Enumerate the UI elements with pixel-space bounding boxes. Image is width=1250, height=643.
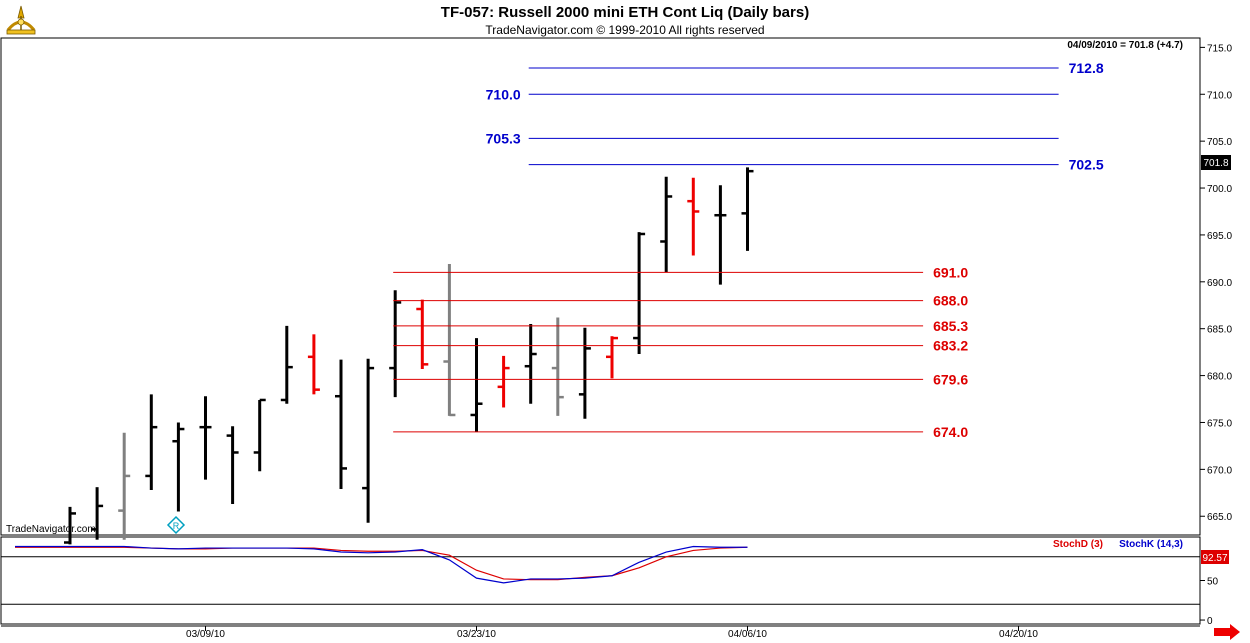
stoch-series-line <box>15 545 748 584</box>
y-tick-label: 680.0 <box>1207 372 1232 383</box>
last-price-badge <box>1201 155 1231 170</box>
ohlc-bar <box>497 355 510 408</box>
y-tick-label: 695.0 <box>1207 231 1232 242</box>
ohlc-bar <box>443 263 456 417</box>
svg-text:R: R <box>173 521 180 531</box>
x-tick-label: 04/20/10 <box>999 629 1038 640</box>
ohlc-bar <box>253 398 266 472</box>
ohlc-bar <box>280 325 293 404</box>
ohlc-bar <box>687 177 700 256</box>
price-info-label: 04/09/2010 = 701.8 (+4.7) <box>1067 40 1183 51</box>
stoch-panel-frame <box>0 536 1201 625</box>
price-level-label: 691.0 <box>933 264 968 280</box>
price-level-label: 712.8 <box>1069 60 1104 76</box>
y-tick-label: 690.0 <box>1207 278 1232 289</box>
stoch-last-badge <box>1201 550 1229 564</box>
last-price-text: 701.8 <box>1203 158 1228 169</box>
price-levels: 712.8 710.0 705.3 702.5 691.0 688.0 685.3 683.2… <box>393 60 1104 440</box>
ohlc-bar <box>660 176 673 273</box>
y-tick-label: 700.0 <box>1207 184 1232 195</box>
ohlc-bar <box>633 232 646 355</box>
ohlc-bar <box>606 336 618 379</box>
ohlc-bar <box>226 426 239 505</box>
ohlc-bar <box>199 396 212 480</box>
chart-title: TF-057: Russell 2000 mini ETH Cont Liq (… <box>440 4 810 21</box>
y-tick-label: 710.0 <box>1207 90 1232 101</box>
scroll-right-arrow-icon[interactable] <box>1214 624 1240 640</box>
ohlc-bar <box>524 324 537 404</box>
price-level-label: 683.2 <box>933 338 968 354</box>
chart-subtitle: TradeNavigator.com © 1999-2010 All right… <box>485 23 765 37</box>
y-tick-label: 715.0 <box>1207 43 1232 54</box>
ohlc-bar <box>551 317 564 416</box>
y-tick-label: 675.0 <box>1207 418 1232 429</box>
ohlc-bar <box>714 185 727 285</box>
price-level-label: 710.0 <box>486 86 521 102</box>
ohlc-bar <box>145 394 158 490</box>
date-axis: 03/09/10 03/23/10 04/06/10 04/20/10 <box>186 626 1038 640</box>
price-panel-frame <box>0 37 1201 536</box>
ohlc-bar <box>578 327 591 419</box>
ohlc-bar <box>172 422 185 512</box>
price-level-label: 685.3 <box>933 318 968 334</box>
price-level-label: 702.5 <box>1069 157 1104 173</box>
x-tick-label: 03/09/10 <box>186 629 225 640</box>
ohlc-bars <box>64 167 754 545</box>
replay-marker-icon[interactable]: R <box>166 515 186 535</box>
price-level-label: 679.6 <box>933 371 968 387</box>
ohlc-bar <box>335 359 347 490</box>
stoch-last-text: 92.57 <box>1202 553 1227 564</box>
ohlc-bar <box>64 506 76 545</box>
y-tick-label: 705.0 <box>1207 137 1232 148</box>
price-level-label: 674.0 <box>933 424 968 440</box>
ohlc-bar <box>307 334 320 395</box>
ohlc-bar <box>416 299 429 370</box>
stoch-legend-label: StochK (14,3) <box>1119 539 1183 550</box>
x-tick-label: 04/06/10 <box>728 629 767 640</box>
y-tick-label: 665.0 <box>1207 512 1232 523</box>
watermark-text: TradeNavigator.com <box>6 524 96 535</box>
y-tick-label: 685.0 <box>1207 325 1232 336</box>
stoch-legend-label: StochD (3) <box>1053 539 1103 550</box>
stoch-tick-label: 0 <box>1207 616 1213 627</box>
stoch-tick-label: 50 <box>1207 577 1219 588</box>
ohlc-bar <box>470 338 483 432</box>
sextant-logo-icon <box>6 5 36 35</box>
ohlc-bar <box>118 432 131 540</box>
ohlc-bar <box>389 290 402 398</box>
y-tick-label: 670.0 <box>1207 465 1232 476</box>
stochastic-panel: 50 0 StochD (3) StochK (14,3) <box>1 539 1219 627</box>
ohlc-bar <box>91 487 104 540</box>
x-tick-label: 03/23/10 <box>457 629 496 640</box>
price-level-label: 705.3 <box>486 130 521 146</box>
price-axis: 715.0 710.0 705.0 700.0 695.0 690.0 685.0 680.0… <box>1200 43 1232 523</box>
ohlc-bar <box>741 167 754 251</box>
price-level-label: 688.0 <box>933 293 968 309</box>
ohlc-bar <box>362 358 375 523</box>
